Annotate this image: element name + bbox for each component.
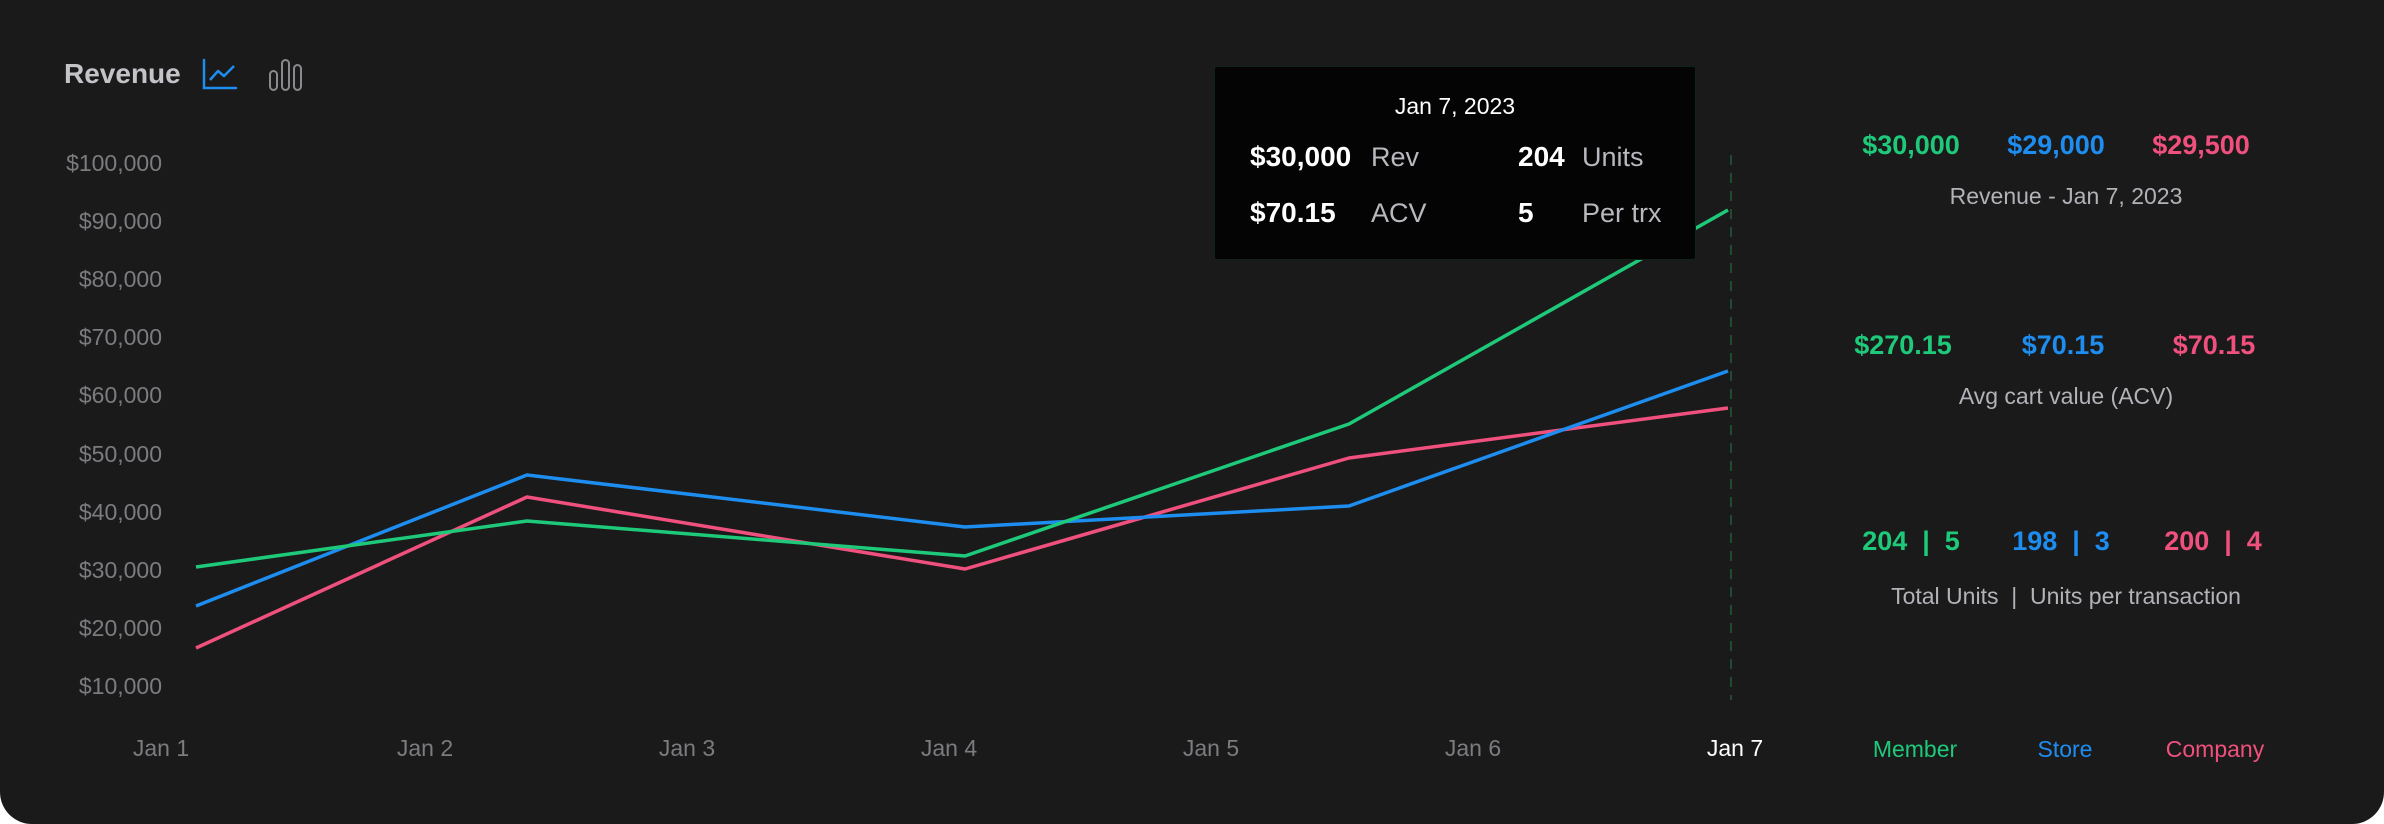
y-tick: $40,000 — [78, 499, 162, 525]
tooltip-rev-label: Rev — [1371, 142, 1420, 172]
revenue-stats: $30,000 $29,000 $29,500 — [1836, 130, 2276, 170]
y-tick: $90,000 — [78, 208, 162, 234]
legend-company[interactable]: Company — [2165, 736, 2265, 762]
member-acv: $270.15 — [1854, 330, 1952, 360]
company-revenue: $29,500 — [2152, 130, 2250, 160]
tooltip-pertrx-label: Per trx — [1582, 198, 1662, 228]
revenue-caption: Revenue - Jan 7, 2023 — [1949, 183, 2183, 209]
store-units: 198 | 3 — [2012, 526, 2110, 556]
chart-title: Revenue — [64, 58, 181, 89]
member-units: 204 | 5 — [1862, 526, 1960, 556]
store-acv: $70.15 — [2021, 330, 2105, 360]
units-caption: Total Units | Units per transaction — [1891, 583, 2241, 609]
y-tick: $30,000 — [78, 557, 162, 583]
legend-member[interactable]: Member — [1872, 736, 1958, 762]
company-units: 200 | 4 — [2164, 526, 2262, 556]
store-revenue: $29,000 — [2007, 130, 2105, 160]
legend-store[interactable]: Store — [2037, 736, 2093, 762]
y-tick: $50,000 — [78, 441, 162, 467]
x-tick: Jan 2 — [396, 735, 454, 761]
x-tick: Jan 3 — [658, 735, 716, 761]
y-tick: $20,000 — [78, 615, 162, 641]
tooltip-date: Jan 7, 2023 — [1394, 93, 1516, 119]
tooltip-units-value: 204 — [1518, 141, 1565, 172]
bar-chart-icon[interactable] — [268, 58, 304, 92]
hover-tooltip: Jan 7, 2023 $30,000 Rev 204 Units $70.15… — [1214, 66, 1696, 260]
y-tick: $60,000 — [78, 382, 162, 408]
x-tick: Jan 5 — [1182, 735, 1240, 761]
units-stats: 204 | 5 198 | 3 200 | 4 — [1836, 526, 2276, 566]
company-acv: $70.15 — [2172, 330, 2256, 360]
member-revenue: $30,000 — [1862, 130, 1960, 160]
x-tick: Jan 1 — [132, 735, 190, 761]
acv-stats: $270.15 $70.15 $70.15 — [1836, 330, 2276, 370]
y-tick: $80,000 — [78, 266, 162, 292]
tooltip-units-label: Units — [1582, 142, 1644, 172]
y-tick: $100,000 — [66, 150, 162, 176]
line-chart-icon[interactable] — [202, 58, 238, 92]
x-tick-active: Jan 7 — [1706, 735, 1764, 761]
tooltip-acv-value: $70.15 — [1250, 197, 1336, 228]
y-tick: $10,000 — [78, 673, 162, 699]
tooltip-acv-label: ACV — [1371, 198, 1427, 228]
y-tick: $70,000 — [78, 324, 162, 350]
tooltip-rev-value: $30,000 — [1250, 141, 1352, 172]
series-line-company[interactable] — [195, 406, 1729, 650]
acv-caption: Avg cart value (ACV) — [1958, 383, 2174, 409]
series-line-member[interactable] — [195, 208, 1729, 569]
series-line-store[interactable] — [195, 369, 1729, 608]
tooltip-pertrx-value: 5 — [1518, 197, 1534, 228]
x-tick: Jan 4 — [920, 735, 978, 761]
x-tick: Jan 6 — [1444, 735, 1502, 761]
